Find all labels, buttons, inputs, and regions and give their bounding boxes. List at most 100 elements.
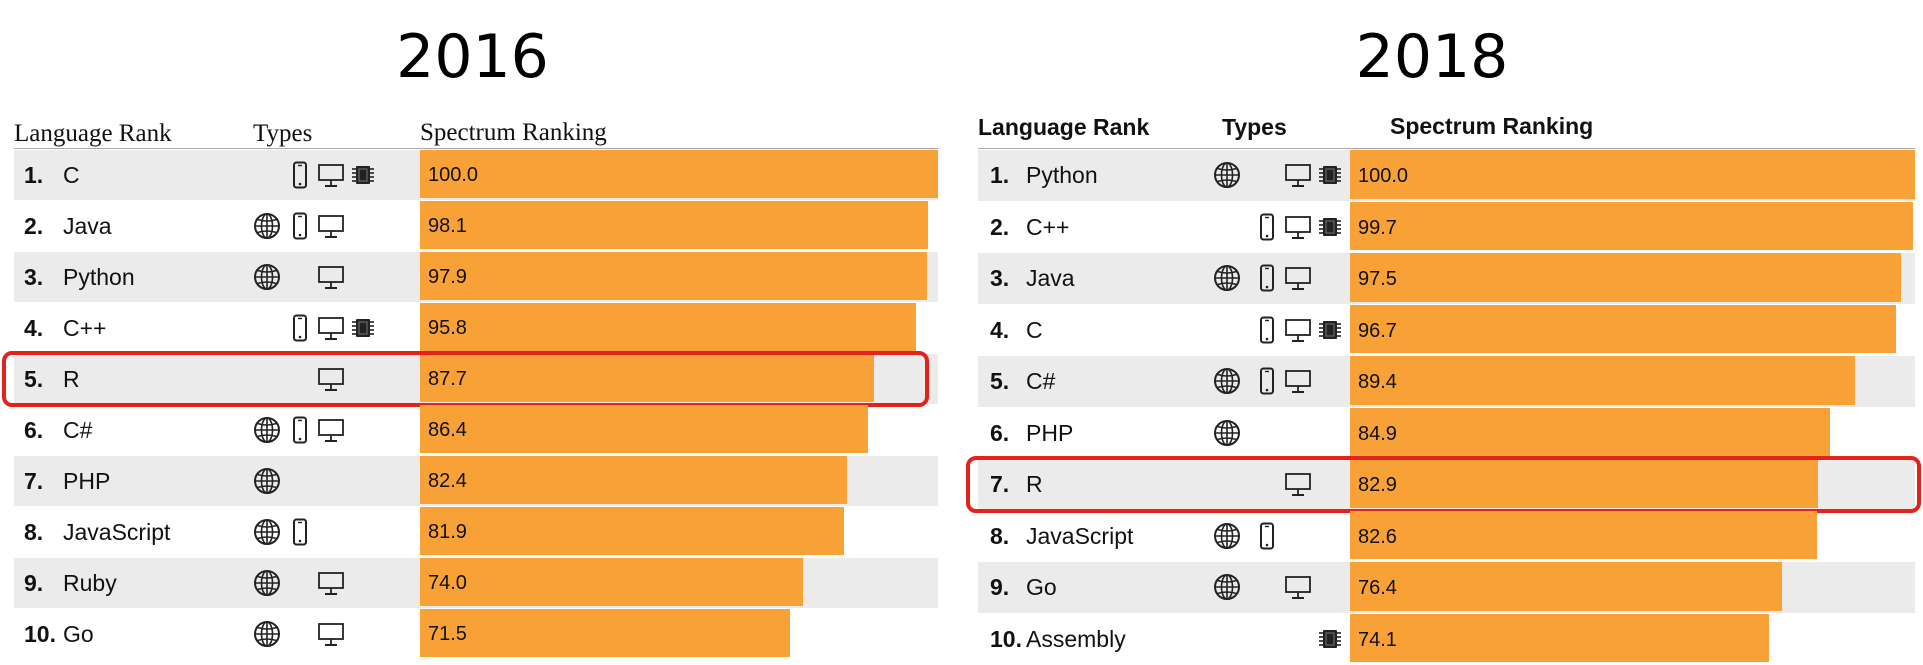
desktop-icon <box>1283 212 1313 242</box>
bar-track: 84.9 <box>1350 407 1915 456</box>
bar-track: 74.0 <box>420 558 938 606</box>
table-row: 5. C# 89.4 <box>978 356 1915 407</box>
language-name: Go <box>63 621 94 647</box>
web-icon <box>1212 521 1242 551</box>
embedded-icon <box>1315 315 1345 345</box>
ranking-bar <box>420 507 845 555</box>
bar-track: 81.9 <box>420 507 938 555</box>
table-row: 3. Java 97.5 <box>978 253 1915 304</box>
language-name: R <box>1026 471 1043 497</box>
data-label: 82.6 <box>1358 525 1397 548</box>
language-name: C <box>63 162 80 188</box>
ranking-table: 1. C 100.0 2. Java 98.1 3. Python 97.9 4. C++ 95.8 5… <box>2 150 938 659</box>
data-label: 100.0 <box>428 164 479 186</box>
table-row: 2. C++ 99.7 <box>978 201 1915 253</box>
bar-track: 82.6 <box>1350 510 1915 559</box>
web-icon <box>252 415 282 445</box>
table-row: 9. Go 76.4 <box>978 562 1915 613</box>
rank-label: 7. <box>990 471 1010 497</box>
web-icon <box>252 211 282 241</box>
table-row: 3. Python 97.9 <box>14 252 938 302</box>
rank-label: 6. <box>24 417 44 443</box>
embedded-icon <box>348 313 378 343</box>
ranking-bar <box>420 558 804 606</box>
embedded-icon <box>1315 624 1345 654</box>
mobile-icon <box>1252 263 1282 293</box>
table-row: 1. Python 100.0 <box>978 150 1915 201</box>
language-name: Java <box>1026 265 1075 291</box>
data-label: 82.4 <box>428 470 467 492</box>
data-label: 76.4 <box>1358 577 1397 599</box>
ranking-bar <box>1350 407 1830 456</box>
data-label: 100.0 <box>1358 165 1409 187</box>
bar-track: 87.7 <box>420 354 938 402</box>
ranking-bar <box>420 201 929 249</box>
ranking-bar <box>420 303 917 351</box>
bar-track: 97.9 <box>420 252 938 300</box>
desktop-icon <box>316 160 346 190</box>
language-name: C# <box>63 417 93 443</box>
mobile-icon <box>1252 521 1282 551</box>
language-name: C <box>1026 316 1043 343</box>
bar-track: 100.0 <box>420 150 938 198</box>
data-label: 97.9 <box>428 266 467 288</box>
mobile-icon <box>1252 315 1282 345</box>
header-spectrum-ranking: Spectrum Ranking <box>420 119 607 146</box>
table-row: 10. Go 71.5 <box>14 609 938 659</box>
chart-2018: 2018 Language Rank Types Spectrum Rankin… <box>960 0 1923 665</box>
web-icon <box>1212 366 1242 396</box>
desktop-icon <box>1283 366 1313 396</box>
table-row: 1. C 100.0 <box>14 150 938 200</box>
web-icon <box>1212 572 1242 602</box>
ranking-bar <box>420 252 928 300</box>
language-name: Ruby <box>63 570 117 596</box>
header-spectrum-ranking: Spectrum Ranking <box>1390 113 1594 139</box>
bar-track: 74.1 <box>1350 613 1915 662</box>
data-label: 74.1 <box>1358 628 1397 651</box>
ranking-bar <box>1350 201 1914 250</box>
ranking-bar <box>420 354 875 402</box>
rank-label: 8. <box>24 519 44 545</box>
bar-track: 82.9 <box>1350 459 1915 508</box>
ranking-bar <box>420 609 791 657</box>
header-language-rank: Language Rank <box>14 120 172 147</box>
data-label: 98.1 <box>428 215 467 237</box>
table-row: 7. R 82.9 <box>978 459 1915 510</box>
table-row: 6. C# 86.4 <box>14 405 938 455</box>
language-name: PHP <box>1026 419 1074 446</box>
language-name: R <box>63 366 80 392</box>
desktop-icon <box>316 364 346 394</box>
chart-title: 2016 <box>396 22 549 92</box>
bar-track: 71.5 <box>420 609 938 657</box>
rank-label: 3. <box>990 265 1010 291</box>
language-name: Python <box>1026 162 1098 188</box>
rank-label: 6. <box>990 419 1010 446</box>
data-label: 87.7 <box>428 368 467 390</box>
highlight-box <box>2 351 929 407</box>
header-language-rank: Language Rank <box>978 114 1150 140</box>
rank-label: 1. <box>24 162 44 188</box>
rank-label: 4. <box>990 316 1010 343</box>
bar-track: 98.1 <box>420 201 938 249</box>
ranking-bar <box>1350 356 1856 405</box>
desktop-icon <box>1283 263 1313 293</box>
bar-track: 100.0 <box>1350 150 1915 199</box>
data-label: 89.4 <box>1358 371 1397 393</box>
data-label: 84.9 <box>1358 422 1397 445</box>
desktop-icon <box>316 313 346 343</box>
web-icon <box>252 619 282 649</box>
web-icon <box>252 568 282 598</box>
desktop-icon <box>316 619 346 649</box>
ranking-bar <box>420 405 868 453</box>
desktop-icon <box>316 415 346 445</box>
language-name: JavaScript <box>1026 522 1134 549</box>
web-icon <box>252 466 282 496</box>
data-label: 96.7 <box>1358 319 1397 342</box>
language-name: Python <box>63 264 135 290</box>
ranking-bar <box>1350 562 1782 611</box>
desktop-icon <box>316 568 346 598</box>
mobile-icon <box>285 160 315 190</box>
table-row: 4. C 96.7 <box>978 304 1915 356</box>
language-name: Java <box>63 213 112 239</box>
ranking-bar <box>1350 150 1915 199</box>
